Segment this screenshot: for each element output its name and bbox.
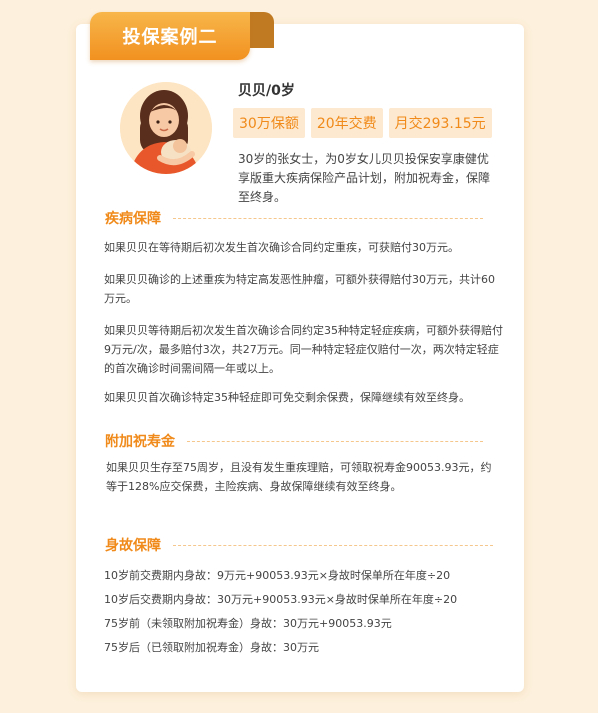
death-section-title: 身故保障: [105, 535, 493, 555]
death-line: 75岁后（已领取附加祝寿金）身故：30万元: [104, 641, 319, 654]
insured-name: 贝贝/0岁: [238, 83, 295, 99]
mother-baby-avatar: [120, 82, 212, 174]
birthday-paragraph: 如果贝贝生存至75周岁，且没有发生重疾理赔，可领取祝寿金90053.93元，约等…: [106, 461, 492, 493]
case-title-tab: 投保案例二: [90, 12, 250, 60]
payment-term-tag: 20年交费: [310, 108, 383, 138]
death-line: 75岁前（未领取附加祝寿金）身故：30万元+90053.93元: [104, 617, 392, 630]
birthday-title-text: 附加祝寿金: [105, 434, 175, 450]
disease-title-text: 疾病保障: [105, 211, 161, 227]
disease-paragraph: 如果贝贝等待期后初次发生首次确诊合同约定35种特定轻症疾病，可额外获得赔付9万元…: [104, 324, 503, 375]
death-title-text: 身故保障: [105, 538, 161, 554]
disease-paragraph: 如果贝贝确诊的上述重疾为特定高发恶性肿瘤，可额外获得赔付30万元，共计60万元。: [104, 273, 495, 305]
disease-section-title: 疾病保障: [105, 208, 483, 228]
case-title: 投保案例二: [122, 27, 218, 48]
divider: [173, 217, 483, 219]
divider: [173, 544, 493, 546]
case-intro: 30岁的张女士，为0岁女儿贝贝投保安享康健优享版重大疾病保险产品计划，附加祝寿金…: [238, 152, 491, 204]
divider: [187, 440, 483, 442]
monthly-premium-tag: 月交293.15元: [388, 108, 492, 138]
disease-paragraph: 如果贝贝在等待期后初次发生首次确诊合同约定重疾，可获赔付30万元。: [104, 241, 459, 254]
plan-tags: 30万保额 20年交费 月交293.15元: [233, 108, 492, 138]
coverage-tag: 30万保额: [233, 108, 305, 138]
birthday-section-title: 附加祝寿金: [105, 431, 483, 451]
death-line: 10岁前交费期内身故：9万元+90053.93元×身故时保单所在年度÷20: [104, 569, 451, 582]
death-line: 10岁后交费期内身故：30万元+90053.93元×身故时保单所在年度÷20: [104, 593, 458, 606]
disease-paragraph: 如果贝贝首次确诊特定35种轻症即可免交剩余保费，保障继续有效至终身。: [104, 391, 470, 404]
mother-baby-illustration: [120, 82, 212, 174]
